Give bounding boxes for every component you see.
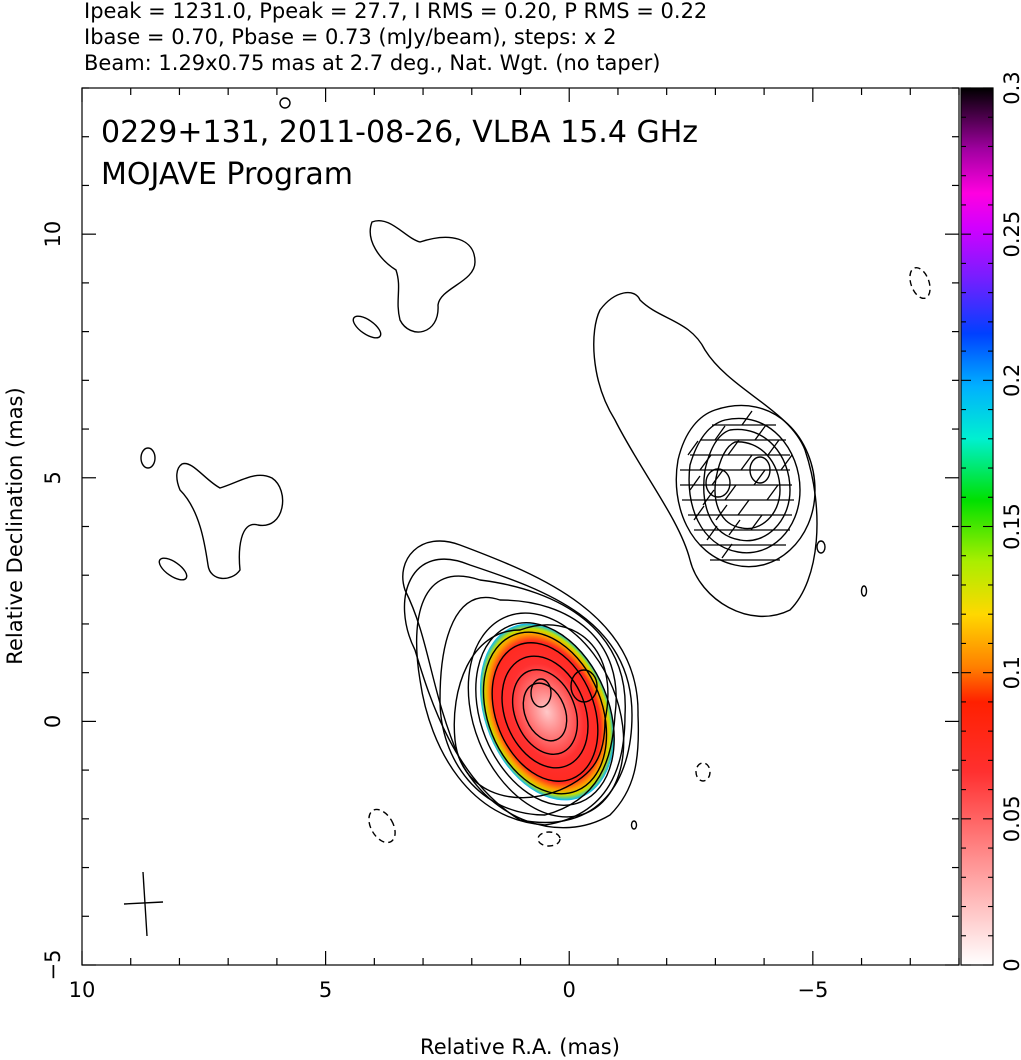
x-axis-ticks: 10 5 0 −5 (69, 88, 960, 1002)
y-tick-label: −5 (41, 950, 65, 981)
y-axis-ticks: −5 0 5 10 (41, 87, 959, 981)
diffuse-contours (140, 97, 868, 830)
polarization-vectors (680, 410, 794, 561)
y-tick-label: 5 (41, 471, 65, 484)
y-tick-label: 0 (41, 715, 65, 728)
colorbar-tick-label: 0.15 (1000, 503, 1021, 550)
source-annotation: 0229+131, 2011-08-26, VLBA 15.4 GHz (101, 115, 698, 150)
colorbar-tick-label: 0.25 (1000, 211, 1021, 258)
header-line-2: Ibase = 0.70, Pbase = 0.73 (mJy/beam), s… (84, 25, 617, 49)
negative-contours (368, 266, 931, 847)
beam-symbol (123, 871, 164, 937)
plot-frame (81, 87, 960, 966)
x-axis-label: Relative R.A. (mas) (420, 1035, 620, 1059)
x-tick-label: −5 (797, 978, 828, 1002)
core-contours (402, 540, 640, 829)
core-polarization-fill (479, 623, 615, 801)
colorbar-tick-label: 0 (1000, 958, 1021, 971)
map-features (123, 97, 931, 937)
program-annotation: MOJAVE Program (101, 157, 353, 192)
colorbar-tick-label: 0.3 (1000, 71, 1021, 104)
y-tick-label: 10 (41, 221, 65, 248)
x-tick-label: 5 (319, 978, 332, 1002)
header-line-1: Ipeak = 1231.0, Ppeak = 27.7, I RMS = 0.… (84, 0, 708, 23)
y-axis-label: Relative Declination (mas) (3, 387, 27, 664)
x-tick-label: 0 (563, 978, 576, 1002)
colorbar-tick-label: 0.1 (1000, 656, 1021, 689)
colorbar-tick-label: 0.2 (1000, 364, 1021, 397)
x-tick-label: 10 (69, 978, 96, 1002)
header-line-3: Beam: 1.29x0.75 mas at 2.7 deg., Nat. Wg… (84, 51, 661, 75)
colorbar-tick-label: 0.05 (1000, 795, 1021, 842)
colorbar-ticks: 0 0.05 0.1 0.15 0.2 0.25 0.3 (961, 71, 1021, 972)
